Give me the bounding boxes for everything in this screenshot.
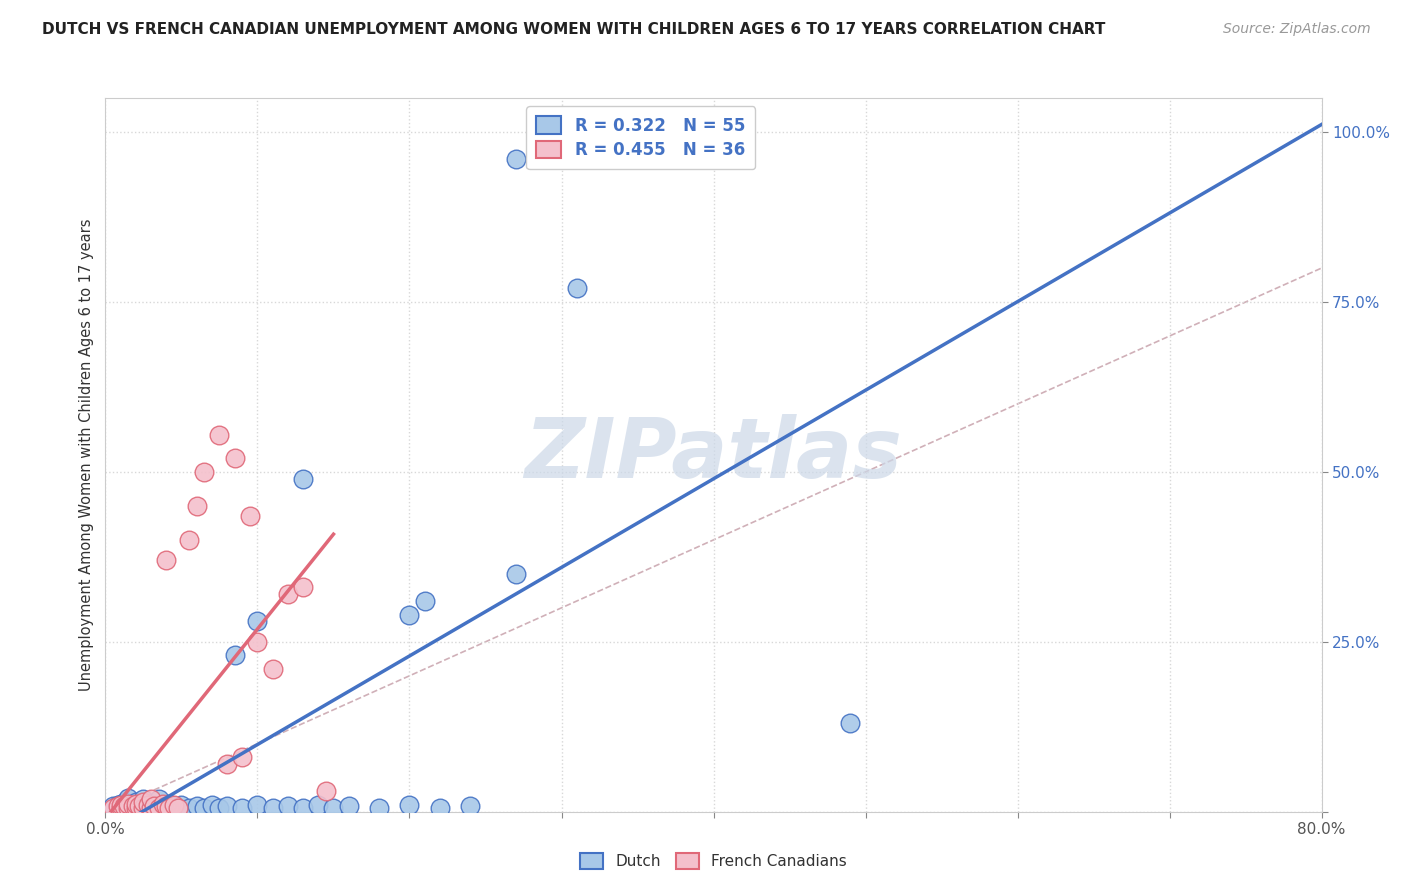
Point [152, 797, 174, 811]
Point [231, 801, 253, 815]
Point [565, 281, 588, 295]
Point [117, 797, 139, 811]
Point [139, 792, 162, 806]
Point [231, 750, 253, 764]
Point [117, 791, 139, 805]
Point [128, 797, 150, 812]
Point [139, 801, 162, 815]
Point [125, 801, 148, 815]
Legend: Dutch, French Canadians: Dutch, French Canadians [574, 847, 853, 875]
Point [117, 801, 139, 815]
Point [101, 801, 124, 815]
Point [107, 799, 129, 814]
Point [292, 581, 315, 595]
Point [101, 799, 124, 814]
Point [112, 799, 135, 814]
Point [177, 801, 200, 815]
Point [157, 801, 180, 815]
Point [163, 797, 186, 812]
Point [246, 635, 269, 649]
Point [132, 792, 155, 806]
Point [505, 566, 527, 581]
Point [136, 797, 159, 812]
Point [307, 797, 329, 812]
Point [193, 465, 215, 479]
Point [224, 648, 246, 663]
Point [217, 757, 239, 772]
Point [398, 607, 420, 622]
Point [458, 799, 481, 814]
Point [136, 799, 159, 814]
Point [117, 801, 139, 815]
Point [201, 797, 224, 812]
Point [110, 797, 132, 812]
Point [186, 799, 208, 814]
Point [110, 797, 132, 811]
Point [167, 801, 190, 815]
Point [132, 801, 155, 815]
Point [155, 801, 177, 815]
Text: ZIPatlas: ZIPatlas [524, 415, 903, 495]
Point [277, 799, 299, 814]
Point [157, 797, 180, 811]
Point [839, 716, 862, 731]
Point [132, 795, 155, 809]
Text: Source: ZipAtlas.com: Source: ZipAtlas.com [1223, 22, 1371, 37]
Point [277, 587, 299, 601]
Point [125, 797, 148, 811]
Point [262, 662, 284, 676]
Point [132, 801, 155, 815]
Point [322, 801, 344, 815]
Point [155, 799, 177, 814]
Point [398, 797, 420, 812]
Point [262, 801, 284, 815]
Point [155, 553, 177, 567]
Point [167, 801, 190, 815]
Point [337, 799, 360, 814]
Point [110, 801, 132, 815]
Point [114, 795, 136, 809]
Point [186, 499, 208, 513]
Point [217, 799, 239, 814]
Point [208, 427, 231, 442]
Point [125, 795, 148, 809]
Point [536, 153, 558, 167]
Point [429, 801, 451, 815]
Point [208, 801, 231, 815]
Point [139, 797, 162, 811]
Point [128, 799, 150, 814]
Point [413, 594, 436, 608]
Point [315, 784, 337, 798]
Point [139, 801, 162, 815]
Point [246, 797, 269, 812]
Point [368, 801, 391, 815]
Point [246, 615, 269, 629]
Text: DUTCH VS FRENCH CANADIAN UNEMPLOYMENT AMONG WOMEN WITH CHILDREN AGES 6 TO 17 YEA: DUTCH VS FRENCH CANADIAN UNEMPLOYMENT AM… [42, 22, 1105, 37]
Point [110, 801, 132, 815]
Point [148, 792, 170, 806]
Point [152, 799, 174, 814]
Point [121, 799, 143, 814]
Point [505, 153, 527, 167]
Point [177, 533, 200, 547]
Point [292, 472, 315, 486]
Point [292, 801, 315, 815]
Point [224, 451, 246, 466]
Point [148, 801, 170, 815]
Point [193, 801, 215, 815]
Point [125, 801, 148, 815]
Point [148, 801, 170, 815]
Point [121, 799, 143, 814]
Point [143, 797, 166, 812]
Point [163, 799, 186, 814]
Point [170, 797, 193, 812]
Y-axis label: Unemployment Among Women with Children Ages 6 to 17 years: Unemployment Among Women with Children A… [79, 219, 94, 691]
Point [107, 797, 129, 812]
Point [239, 509, 262, 524]
Point [117, 797, 139, 811]
Point [143, 799, 166, 814]
Point [112, 799, 135, 814]
